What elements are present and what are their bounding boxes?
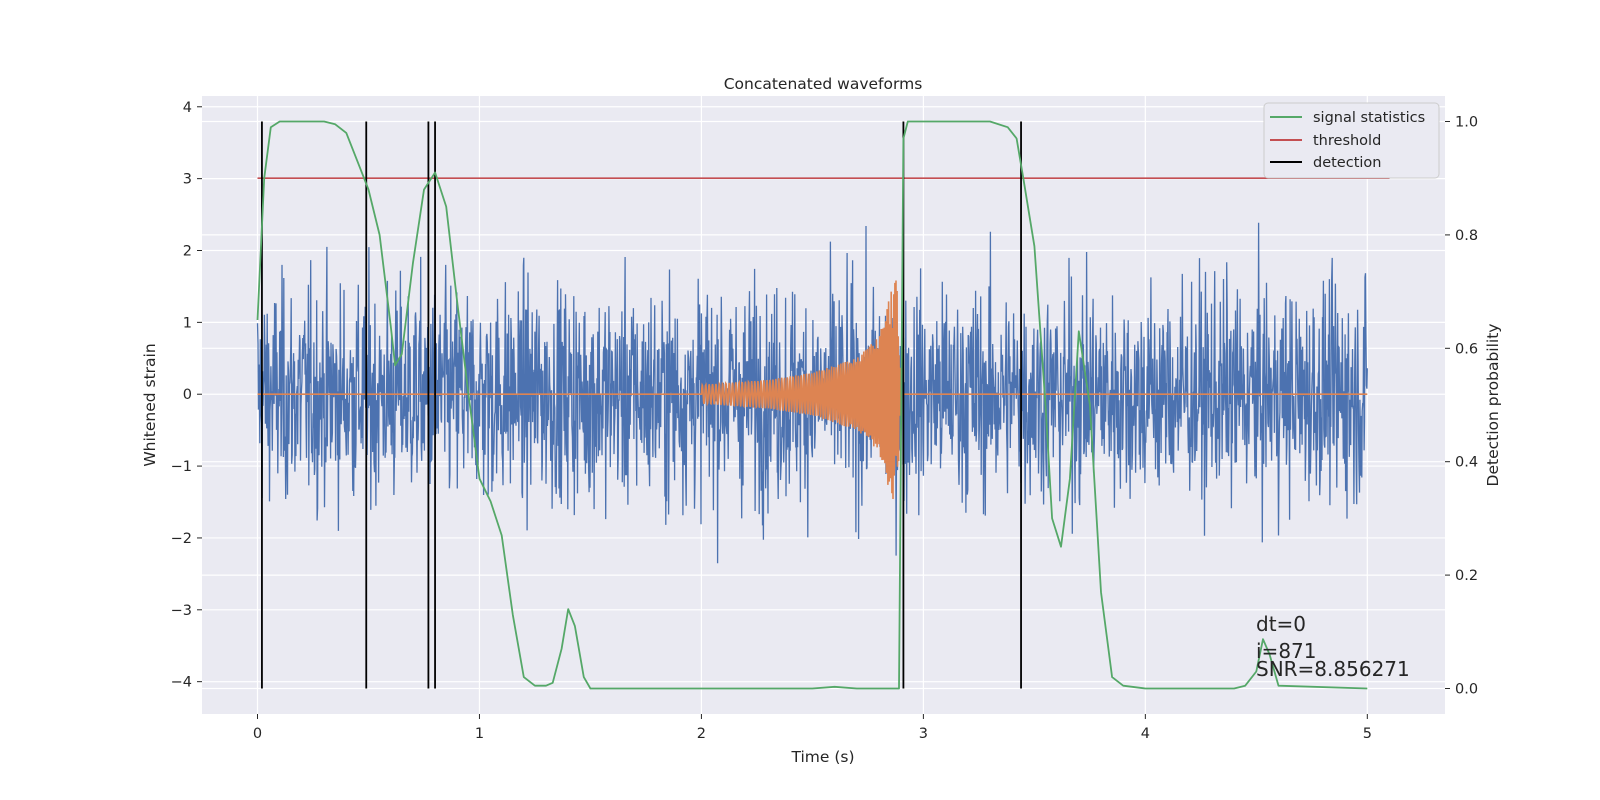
- legend: signal statistics threshold detection: [1263, 102, 1440, 179]
- x-tick-label: 2: [697, 726, 706, 742]
- chart-title: Concatenated waveforms: [724, 75, 923, 93]
- legend-frame: [1263, 102, 1440, 179]
- y-axis-right-label: Detection probability: [1484, 324, 1502, 487]
- y-left-tick-label: −3: [171, 603, 192, 619]
- noise-series: [256, 222, 1368, 564]
- legend-label: signal statistics: [1313, 110, 1425, 126]
- x-axis-label: Time (s): [790, 748, 854, 766]
- annotation-line: i=871: [1256, 639, 1317, 663]
- y-left-tick-label: −2: [171, 531, 192, 547]
- signal-statistics-series: [256, 120, 1368, 690]
- y-right-tick-label: 1.0: [1455, 115, 1478, 131]
- x-tick-label: 1: [475, 726, 484, 742]
- legend-label: detection: [1313, 155, 1381, 171]
- x-tick-label: 0: [253, 726, 262, 742]
- x-tick-label: 4: [1141, 726, 1150, 742]
- y-left-tick-label: 0: [183, 387, 192, 403]
- template-series: [257, 280, 1368, 500]
- y-right-tick-label: 0.4: [1455, 455, 1478, 471]
- x-tick-label: 5: [1363, 726, 1372, 742]
- x-tick-label: 3: [919, 726, 928, 742]
- y-right-tick-label: 0.2: [1455, 568, 1478, 584]
- y-axis-left: −4 −3 −2 −1 0 1 2 3 4: [171, 100, 202, 691]
- annotation-line: SNR=8.856271: [1256, 657, 1410, 681]
- y-left-tick-label: 1: [183, 315, 192, 331]
- y-axis-left-label: Whitened strain: [141, 343, 159, 466]
- annotation: dt=0 i=871 SNR=8.856271: [1256, 612, 1410, 681]
- annotation-line: dt=0: [1256, 612, 1306, 636]
- y-left-tick-label: 4: [183, 100, 192, 116]
- y-right-tick-label: 0.0: [1455, 681, 1478, 697]
- noise-line: [256, 222, 1368, 564]
- y-right-tick-label: 0.6: [1455, 341, 1478, 357]
- y-left-tick-label: 3: [183, 172, 192, 188]
- x-axis: 0 1 2 3 4 5: [253, 714, 1372, 742]
- y-right-tick-label: 0.8: [1455, 228, 1478, 244]
- y-left-tick-label: −4: [171, 675, 192, 691]
- template-line: [257, 280, 1368, 500]
- signal-statistics-line: [256, 120, 1368, 690]
- legend-label: threshold: [1313, 133, 1381, 149]
- y-axis-right: 0.0 0.2 0.4 0.6 0.8 1.0: [1445, 115, 1478, 697]
- y-left-tick-label: 2: [183, 244, 192, 260]
- y-left-tick-label: −1: [171, 459, 192, 475]
